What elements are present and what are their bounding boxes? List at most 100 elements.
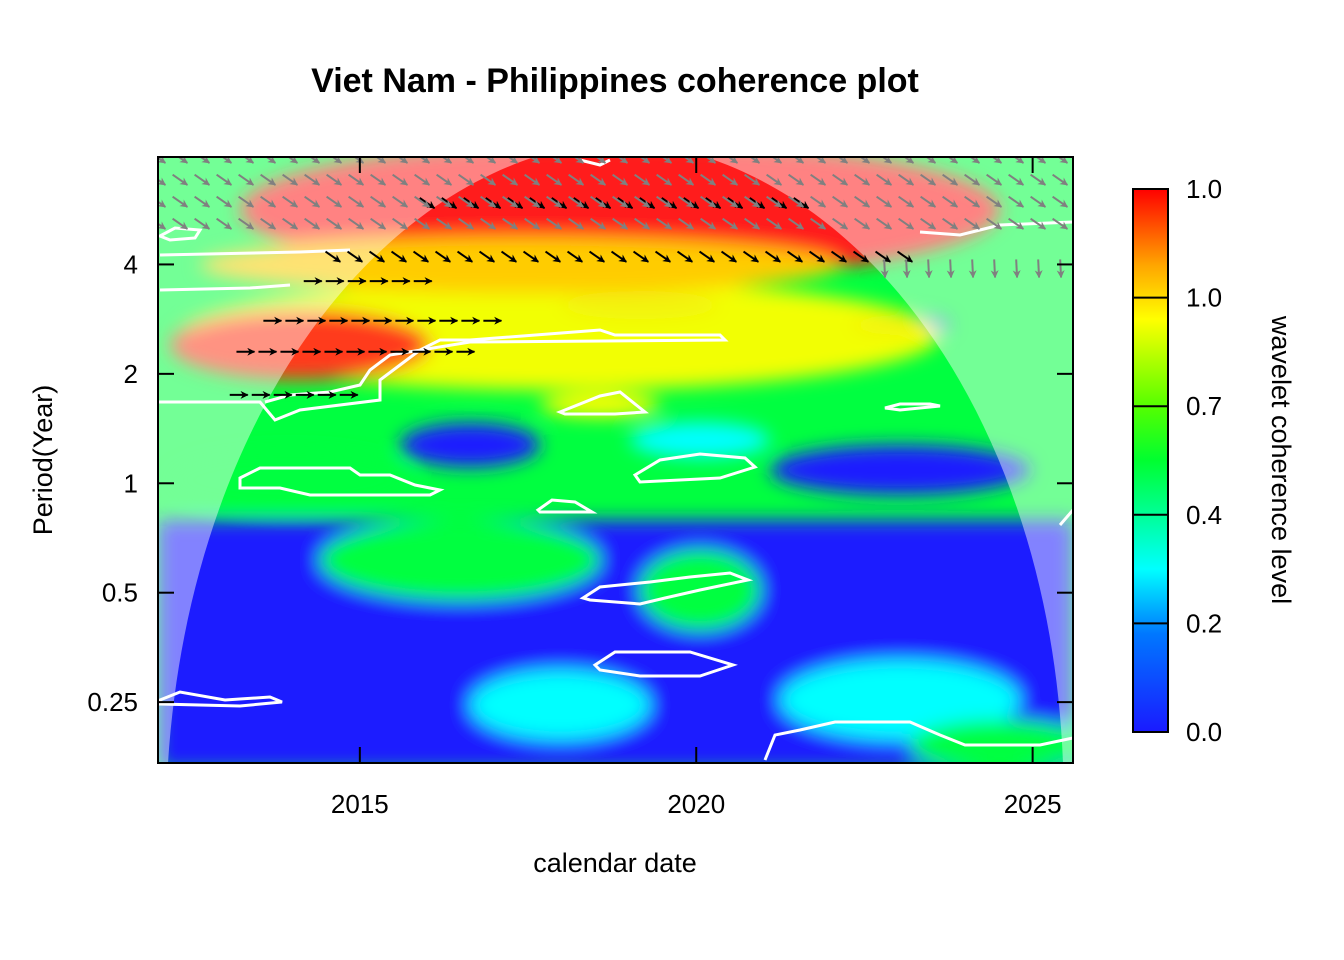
x-axis: 2015 2020 2025 [331, 157, 1062, 819]
phase-arrow [634, 173, 651, 186]
phase-arrow [158, 177, 167, 186]
phase-arrow [392, 195, 409, 208]
phase-arrow [546, 173, 563, 186]
phase-arrow [656, 173, 673, 186]
phase-arrow [896, 250, 913, 263]
phase-arrow [1056, 259, 1065, 279]
phase-arrow [612, 173, 629, 186]
phase-arrow [390, 250, 407, 263]
phase-arrow [876, 217, 893, 230]
phase-arrow [766, 173, 783, 186]
phase-arrow [480, 173, 497, 186]
phase-arrow [700, 173, 717, 186]
phase-arrow [158, 157, 167, 164]
y-tick-label: 0.5 [102, 578, 138, 608]
phase-arrow [968, 259, 977, 279]
phase-arrow [722, 173, 739, 186]
contour [555, 390, 649, 416]
cone-of-influence [158, 157, 1073, 763]
phase-arrow [764, 250, 781, 263]
phase-arrow [480, 195, 497, 208]
phase-arrow [832, 173, 849, 186]
contour [158, 690, 283, 708]
phase-arrow [158, 199, 167, 208]
phase-arrow [326, 195, 343, 208]
phase-arrow [964, 195, 981, 208]
colorbar-tick-label: 0.0 [1186, 717, 1222, 747]
phase-arrow [744, 195, 761, 208]
colorbar-tick-label: 1.0 [1186, 283, 1222, 313]
phase-arrow [502, 217, 519, 230]
phase-arrow [368, 250, 385, 263]
phase-arrow [458, 173, 475, 186]
contour [535, 498, 598, 514]
phase-arrow [788, 217, 805, 230]
phase-arrow [326, 173, 343, 186]
colorbar-tick-label: 0.2 [1186, 608, 1222, 638]
chart-title: Viet Nam - Philippines coherence plot [311, 62, 919, 100]
colorbar [1132, 188, 1169, 733]
phase-arrow [260, 217, 277, 230]
phase-arrow [788, 195, 805, 208]
phase-arrow [1052, 195, 1069, 208]
colorbar-tick-label: 0.7 [1186, 391, 1222, 421]
phase-arrow [874, 250, 891, 263]
phase-arrow [744, 217, 761, 230]
phase-arrow [654, 250, 671, 263]
phase-arrow [304, 195, 321, 208]
phase-arrow [546, 195, 563, 208]
phase-arrow [902, 259, 911, 279]
phase-arrow [260, 195, 277, 208]
phase-arrow [720, 250, 737, 263]
contour [763, 720, 1073, 761]
phase-arrow [436, 217, 453, 230]
phase-arrow [194, 195, 211, 208]
phase-arrow [194, 217, 211, 230]
plot-area [158, 157, 1073, 763]
phase-arrow [456, 250, 473, 263]
phase-arrow [324, 250, 341, 263]
phase-arrow [700, 195, 717, 208]
phase-arrow [1052, 217, 1069, 230]
phase-arrow [500, 250, 517, 263]
phase-arrow [964, 173, 981, 186]
phase-arrow [942, 217, 959, 230]
phase-arrow [282, 217, 299, 230]
heatmap-field [158, 157, 1073, 763]
phase-arrow [370, 217, 387, 230]
phase-arrows [158, 157, 1069, 399]
contour [579, 158, 611, 167]
phase-arrow [304, 173, 321, 186]
phase-arrow [172, 195, 189, 208]
phase-arrow [158, 221, 167, 230]
x-axis-label: calendar date [533, 848, 697, 878]
phase-arrow [478, 250, 495, 263]
phase-arrow [946, 259, 955, 279]
phase-arrow [722, 195, 739, 208]
phase-arrow [434, 250, 451, 263]
phase-arrow [326, 217, 343, 230]
phase-arrow [964, 217, 981, 230]
phase-arrow [1030, 217, 1047, 230]
contour [592, 650, 738, 678]
contour [159, 283, 291, 292]
phase-arrow [544, 250, 561, 263]
medium-patch [320, 520, 600, 600]
phase-arrow [898, 217, 915, 230]
phase-arrow [986, 217, 1003, 230]
phase-arrow [414, 173, 431, 186]
phase-arrow [1008, 195, 1025, 208]
phase-arrow [832, 195, 849, 208]
phase-arrow [590, 195, 607, 208]
phase-arrow [920, 173, 937, 186]
phase-arrow [676, 250, 693, 263]
phase-arrow [1034, 259, 1043, 279]
y-tick-label: 0.25 [87, 687, 138, 717]
phase-arrow [854, 217, 871, 230]
contour [158, 226, 203, 242]
phase-arrow [216, 195, 233, 208]
phase-arrow [612, 195, 629, 208]
y-axis: 0.25 0.5 1 2 4 [87, 249, 1073, 717]
